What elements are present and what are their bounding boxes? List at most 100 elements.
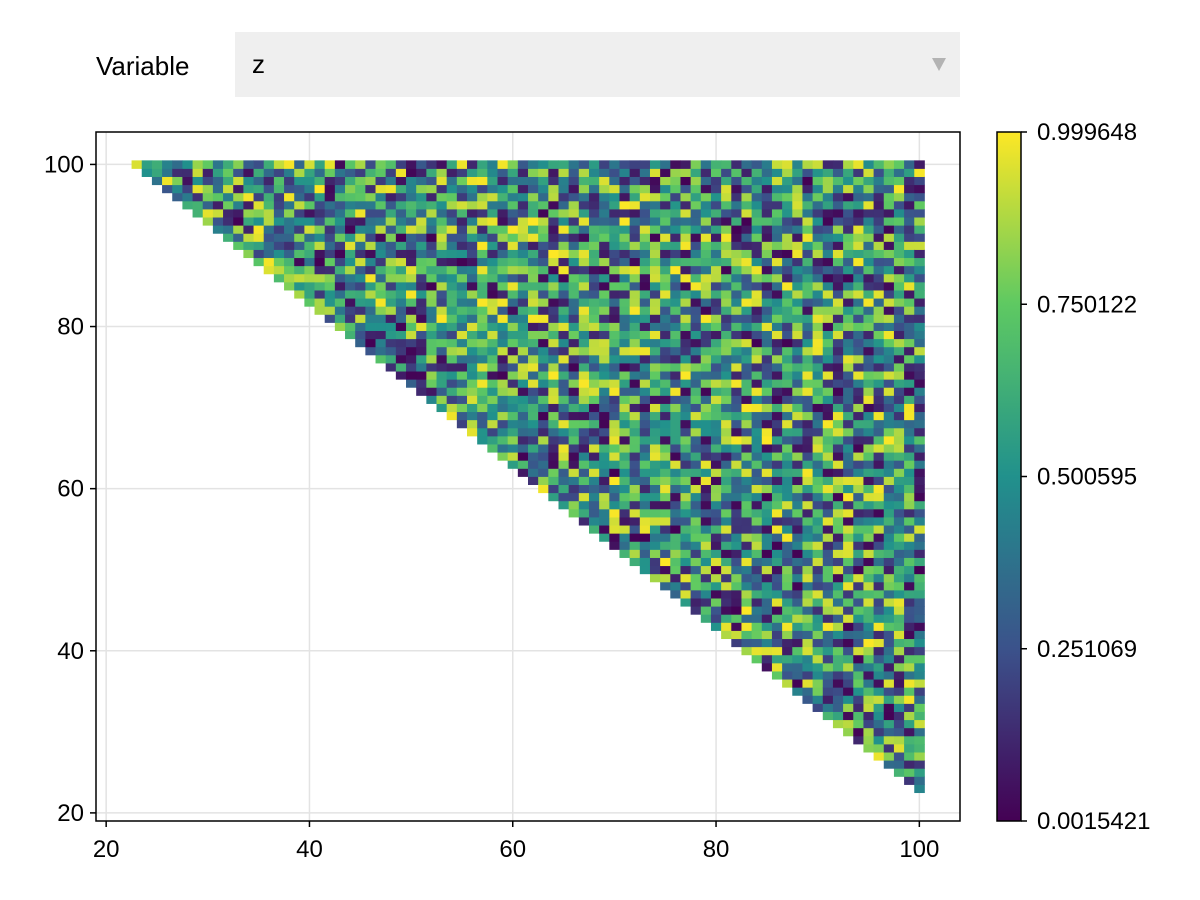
heatmap-cell [395,209,407,218]
heatmap-cell [588,209,600,218]
heatmap-cell [904,606,915,615]
heatmap-cell [649,517,661,526]
heatmap-cell [151,176,163,186]
heatmap-cell [914,168,925,177]
heatmap-cell [822,265,834,275]
heatmap-cell [558,403,570,413]
heatmap-cell [771,533,783,542]
heatmap-cell [710,452,722,461]
heatmap-cell [721,184,732,194]
heatmap-cell [710,209,722,218]
heatmap-cell [436,387,448,396]
heatmap-cell [629,395,641,404]
heatmap-cell [670,589,681,599]
heatmap-cell [853,233,864,242]
heatmap-cell [904,379,915,388]
heatmap-cell [660,379,671,388]
heatmap-cell [629,484,641,494]
heatmap-cell [853,363,864,372]
heatmap-cell [426,273,437,283]
heatmap-cell [639,257,651,267]
heatmap-cell [853,508,864,518]
heatmap-cell [710,557,722,567]
heatmap-cell [670,192,681,202]
heatmap-cell [761,614,773,623]
heatmap-cell [843,200,854,210]
heatmap-cell [528,330,539,340]
heatmap-cell [771,249,783,259]
heatmap-cell [812,549,824,558]
heatmap-cell [883,281,895,291]
heatmap-cell [385,257,397,267]
heatmap-cell [822,435,834,445]
heatmap-cell [599,281,610,291]
heatmap-cell [751,403,763,413]
heatmap-cell [904,719,915,729]
heatmap-cell [395,363,407,372]
heatmap-cell [375,265,387,275]
heatmap-cell [863,646,874,656]
heatmap-cell [375,233,387,242]
heatmap-cell [517,452,529,461]
heatmap-cell [741,589,753,599]
heatmap-cell [721,606,732,615]
heatmap-cell [426,306,437,315]
heatmap-cell [345,273,356,283]
heatmap-cell [883,403,895,413]
heatmap-cell [670,508,681,518]
heatmap-cell [609,209,620,218]
heatmap-cell [792,614,803,623]
heatmap-cell [731,444,742,453]
heatmap-cell [660,484,671,494]
heatmap-cell [477,176,488,186]
heatmap-cell [700,354,712,364]
heatmap-cell [599,354,610,364]
heatmap-cell [314,257,326,267]
heatmap-cell [751,541,763,550]
heatmap-cell [284,233,295,242]
heatmap-cell [436,160,448,169]
heatmap-cell [690,371,702,380]
heatmap-cell [416,306,427,315]
heatmap-cell [863,614,874,623]
variable-dropdown[interactable]: z [235,32,960,97]
heatmap-cell [375,249,387,259]
heatmap-cell [406,306,417,315]
heatmap-cell [761,354,773,364]
heatmap-cell [812,541,824,550]
heatmap-cell [731,184,742,194]
heatmap-cell [883,257,895,267]
heatmap-cell [314,249,326,259]
heatmap-cell [802,435,814,445]
heatmap-cell [649,225,661,234]
heatmap-cell [639,225,651,234]
heatmap-cell [578,508,590,518]
x-axis: 20 40 60 80 100 [93,821,939,863]
heatmap-cell [843,444,854,453]
heatmap-cell [904,306,915,315]
heatmap-cell [660,557,671,567]
heatmap-cell [477,184,488,194]
heatmap-cell [660,314,671,323]
heatmap-cell [599,500,610,510]
heatmap-cell [863,687,874,696]
heatmap-cell [700,290,712,299]
heatmap-cell [568,225,580,234]
heatmap-cell [426,160,437,169]
heatmap-cell [863,573,874,583]
heatmap-cell [873,703,885,712]
heatmap-cell [792,249,803,259]
heatmap-cell [507,306,519,315]
heatmap-cell [832,427,844,437]
heatmap-cell [741,427,753,437]
heatmap-cell [832,338,844,348]
heatmap-cell [782,444,793,453]
heatmap-cell [568,363,580,372]
heatmap-cell [873,411,885,421]
heatmap-cell [324,217,336,226]
heatmap-cell [395,281,407,291]
heatmap-cell [721,363,732,372]
heatmap-cell [873,719,885,729]
heatmap-cell [670,460,681,469]
heatmap-cell [406,363,417,372]
